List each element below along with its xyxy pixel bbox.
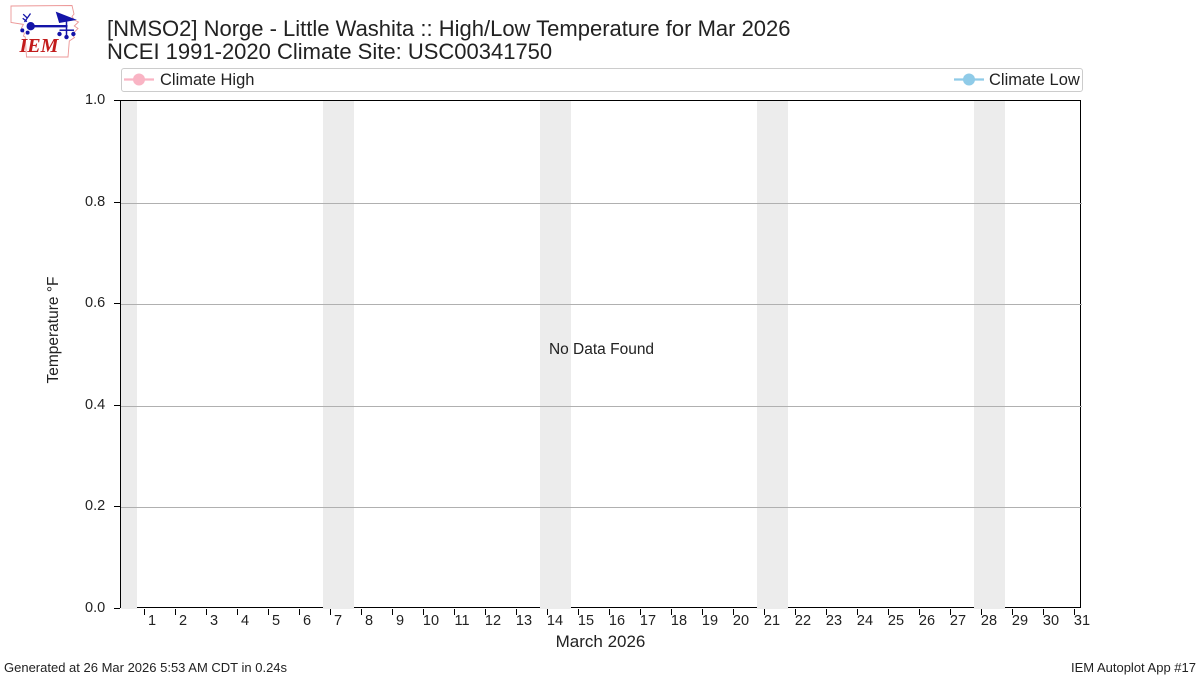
svg-text:IEM: IEM — [19, 35, 60, 57]
